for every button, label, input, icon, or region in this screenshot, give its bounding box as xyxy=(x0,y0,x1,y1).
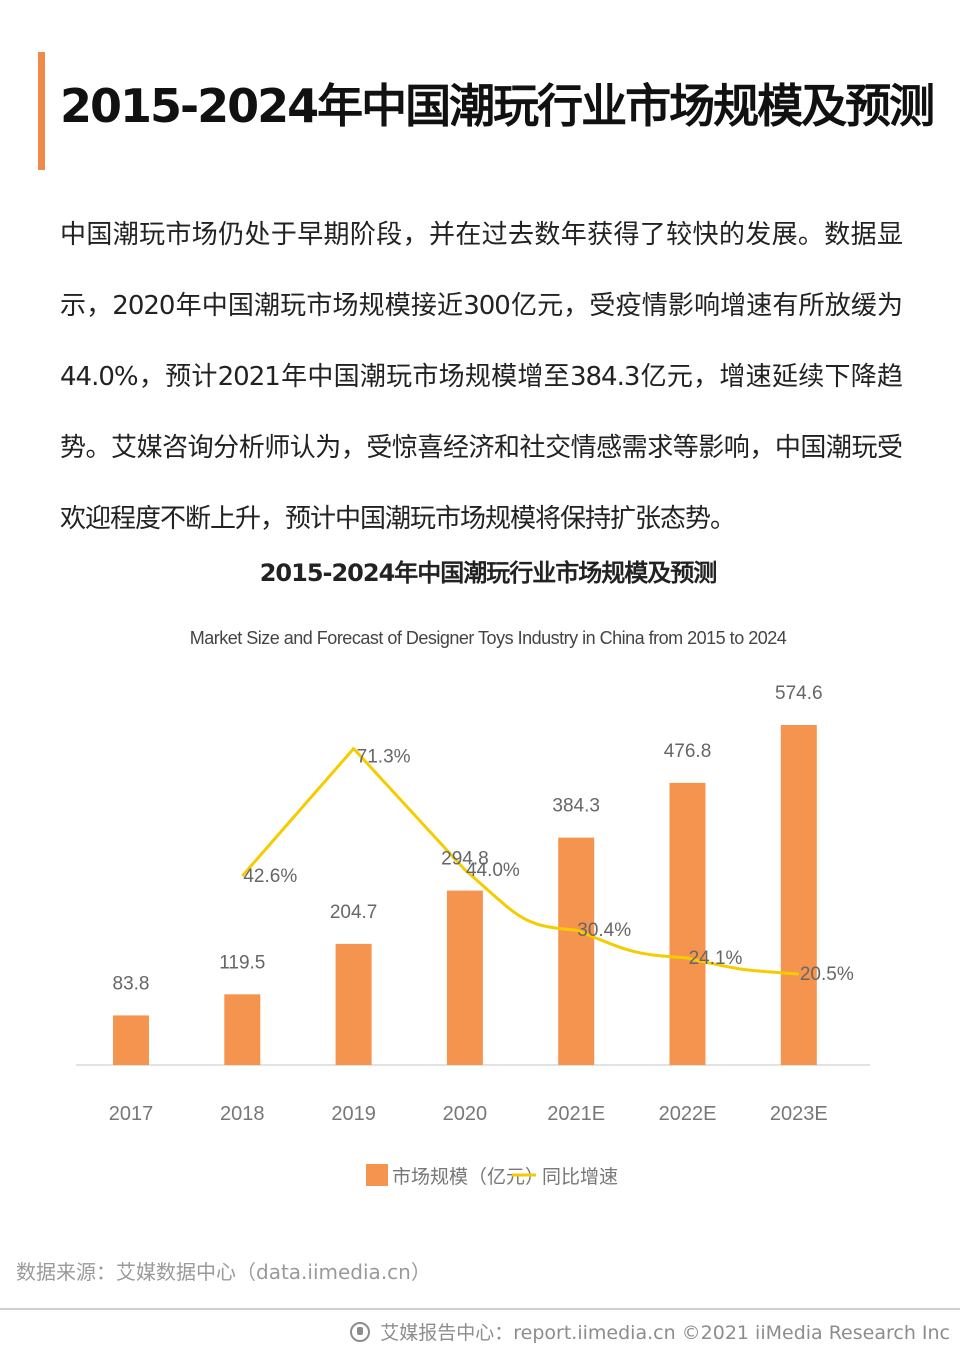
bar-value-label-2023E: 574.6 xyxy=(775,683,823,704)
growth-label-2023E: 20.5% xyxy=(800,964,854,985)
bar-value-label-2021E: 384.3 xyxy=(552,796,600,817)
growth-rate-line xyxy=(241,747,799,976)
bar-2022E xyxy=(669,782,706,1065)
bar-2020 xyxy=(446,890,483,1065)
intro-paragraph: 中国潮玩市场仍处于早期阶段，并在过去数年获得了较快的发展。数据显示，2020年中… xyxy=(60,220,903,534)
legend-label-market-size: 市场规模（亿元） xyxy=(392,1166,544,1188)
x-tick-label-2023E: 2023E xyxy=(770,1103,828,1125)
legend-label-growth: 同比增速 xyxy=(542,1166,618,1188)
bar-2018 xyxy=(224,994,261,1065)
x-tick-label-2017: 2017 xyxy=(109,1103,154,1125)
chart-legend: 市场规模（亿元） 同比增速 xyxy=(366,1164,618,1188)
legend-swatch-market-size xyxy=(366,1164,388,1186)
growth-label-2021E: 30.4% xyxy=(577,920,631,941)
bar-value-label-2020: 294.8 xyxy=(441,849,489,870)
bar-value-label-2022E: 476.8 xyxy=(664,741,712,762)
growth-label-2018: 42.6% xyxy=(243,866,297,887)
bar-2017 xyxy=(113,1015,149,1065)
page-title: 2015-2024年中国潮玩行业市场规模及预测 xyxy=(60,79,935,133)
bar-value-label-2019: 204.7 xyxy=(330,902,378,923)
x-tick-label-2022E: 2022E xyxy=(659,1103,717,1125)
growth-label-2022E: 24.1% xyxy=(689,948,743,969)
x-tick-label-2021E: 2021E xyxy=(547,1103,605,1125)
data-source: 数据来源：艾媒数据中心（data.iimedia.cn） xyxy=(16,1260,431,1284)
chart-title: 2015-2024年中国潮玩行业市场规模及预测 xyxy=(260,559,717,587)
bar-2021E xyxy=(558,837,595,1065)
bar-value-label-2018: 119.5 xyxy=(219,952,265,973)
bar-2019 xyxy=(335,943,372,1065)
iimedia-logo-icon xyxy=(350,1321,371,1342)
bar-2023E xyxy=(780,725,817,1065)
growth-label-2019: 71.3% xyxy=(357,747,411,768)
x-tick-label-2018: 2018 xyxy=(220,1103,265,1125)
chart-subtitle: Market Size and Forecast of Designer Toy… xyxy=(190,628,787,648)
market-size-chart: 2015-2024年中国潮玩行业市场规模及预测 Market Size and … xyxy=(76,559,870,1188)
footer: 艾媒报告中心：report.iimedia.cn ©2021 iiMedia R… xyxy=(350,1318,950,1345)
footer-divider xyxy=(0,1308,960,1310)
x-tick-label-2020: 2020 xyxy=(443,1103,488,1125)
title-accent-bar xyxy=(38,52,45,170)
growth-label-2020: 44.0% xyxy=(466,860,520,881)
footer-text: 艾媒报告中心：report.iimedia.cn ©2021 iiMedia R… xyxy=(380,1322,950,1344)
bar-value-label-2017: 83.8 xyxy=(113,973,150,994)
x-tick-label-2019: 2019 xyxy=(331,1103,376,1125)
